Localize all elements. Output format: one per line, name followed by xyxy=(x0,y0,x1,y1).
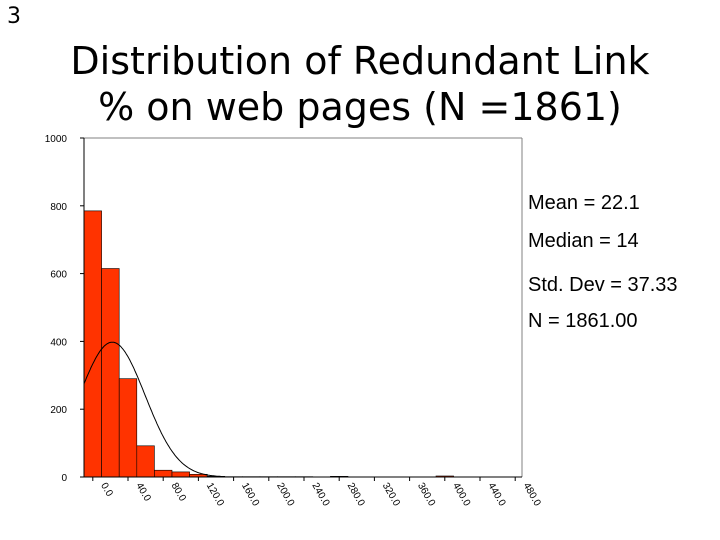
x-tick-label: 400.0 xyxy=(450,481,472,509)
x-tick-label: 80.0 xyxy=(169,481,188,504)
stat-median: Median = 14 xyxy=(528,230,639,252)
y-tick-label: 0 xyxy=(61,473,67,484)
histogram-bar xyxy=(171,471,190,478)
stat-n: N = 1861.00 xyxy=(528,310,638,332)
x-tick-label: 360.0 xyxy=(415,481,437,509)
y-tick-label: 400 xyxy=(50,337,67,348)
title-line-2: % on web pages (N =1861) xyxy=(98,85,622,129)
y-tick-label: 1000 xyxy=(45,134,68,145)
x-tick-label: 440.0 xyxy=(485,481,507,509)
x-tick-label: 200.0 xyxy=(274,481,296,509)
title-line-1: Distribution of Redundant Link xyxy=(70,39,650,83)
histogram-bar xyxy=(118,378,138,478)
histogram-bar xyxy=(101,268,120,478)
y-tick-label: 600 xyxy=(50,270,67,281)
x-tick-label: 0.0 xyxy=(98,481,115,499)
stat-std-dev: Std. Dev = 37.33 xyxy=(528,274,678,296)
slide-number: 3 xyxy=(7,4,21,29)
chart-title: Distribution of Redundant Link % on web … xyxy=(40,38,680,130)
x-tick-label: 280.0 xyxy=(345,481,367,509)
y-tick-label: 200 xyxy=(50,405,67,416)
x-tick-label: 240.0 xyxy=(309,481,331,509)
x-tick-label: 40.0 xyxy=(133,481,152,504)
normal-curve xyxy=(83,341,225,478)
x-tick-label: 120.0 xyxy=(204,481,226,509)
histogram-bar xyxy=(136,445,155,478)
histogram-bar xyxy=(83,210,102,478)
histogram-bar xyxy=(154,469,173,478)
x-tick-label: 160.0 xyxy=(239,481,261,509)
x-tick-label: 320.0 xyxy=(380,481,402,509)
stat-mean: Mean = 22.1 xyxy=(528,192,640,214)
y-tick-label: 800 xyxy=(50,202,67,213)
x-tick-label: 480.0 xyxy=(521,481,543,509)
